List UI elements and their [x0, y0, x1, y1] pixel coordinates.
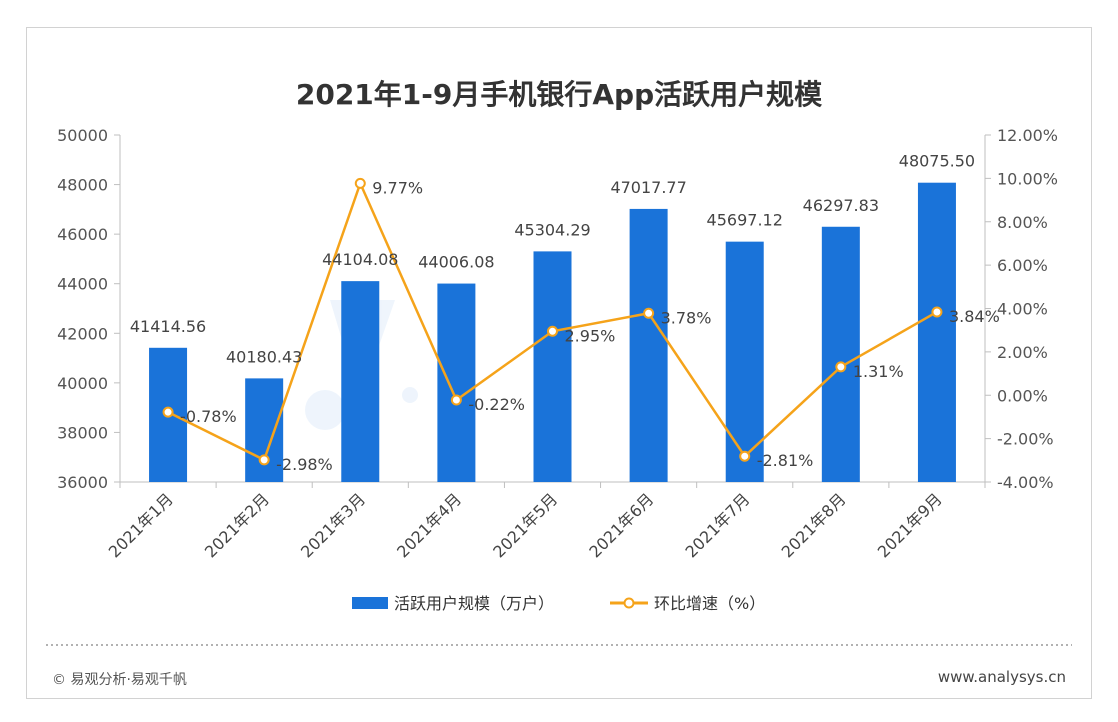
bar-value-label: 45304.29: [514, 220, 590, 239]
legend-bar-label: 活跃用户规模（万户）: [394, 594, 554, 613]
x-category-label: 2021年5月: [489, 489, 561, 561]
x-category-label: 2021年2月: [201, 489, 273, 561]
bar-value-label: 44104.08: [322, 250, 398, 269]
growth-point: [258, 454, 270, 466]
growth-point: [739, 450, 751, 462]
bar: [437, 283, 476, 482]
growth-line: [162, 177, 943, 466]
bar: [341, 281, 380, 482]
growth-value-label: -2.81%: [757, 451, 814, 470]
right-tick-label: 8.00%: [997, 213, 1048, 232]
x-category-label: 2021年8月: [778, 489, 850, 561]
bar-value-label: 40180.43: [226, 347, 302, 366]
right-tick-label: -2.00%: [997, 430, 1054, 449]
x-axis-labels: 2021年1月 2021年2月 2021年3月 2021年4月 2021年5月 2021年…: [105, 489, 946, 561]
x-category-label: 2021年1月: [105, 489, 177, 561]
growth-point: [643, 307, 655, 319]
bar: [533, 251, 572, 482]
left-tick-label: 40000: [57, 374, 108, 393]
left-tick-label: 42000: [57, 324, 108, 343]
growth-point: [354, 177, 366, 189]
chart-title: 2021年1-9月手机银行App活跃用户规模: [296, 78, 823, 111]
legend: 活跃用户规模（万户） 环比增速（%）: [352, 594, 765, 613]
right-tick-label: 6.00%: [997, 256, 1048, 275]
right-tick-label: 2.00%: [997, 343, 1048, 362]
right-tick-label: 0.00%: [997, 386, 1048, 405]
growth-value-label: 3.84%: [949, 307, 1000, 326]
bar-value-label: 44006.08: [418, 253, 494, 272]
bar-value-label: 45697.12: [707, 211, 783, 230]
growth-value-label: 2.95%: [565, 326, 616, 345]
growth-value-label: -2.98%: [276, 455, 333, 474]
bar: [917, 182, 956, 482]
bar: [629, 208, 668, 483]
left-tick-label: 50000: [57, 126, 108, 145]
x-category-label: 2021年3月: [297, 489, 369, 561]
x-category-label: 2021年7月: [681, 489, 753, 561]
right-tick-label: -4.00%: [997, 473, 1054, 492]
right-tick-label: 10.00%: [997, 169, 1058, 188]
left-tick-label: 36000: [57, 473, 108, 492]
left-tick-label: 48000: [57, 176, 108, 195]
growth-point: [931, 306, 943, 318]
legend-line-marker: [623, 597, 635, 609]
bar-value-label: 47017.77: [610, 178, 686, 197]
x-category-label: 2021年4月: [393, 489, 465, 561]
left-tick-label: 46000: [57, 225, 108, 244]
legend-bar-swatch: [352, 597, 388, 609]
growth-point: [162, 406, 174, 418]
right-tick-label: 4.00%: [997, 300, 1048, 319]
growth-value-label: 9.77%: [372, 178, 423, 197]
growth-point: [835, 361, 847, 373]
growth-value-label: 3.78%: [661, 308, 712, 327]
x-category-label: 2021年9月: [874, 489, 946, 561]
bar-value-label: 48075.50: [899, 152, 975, 171]
growth-value-label: 1.31%: [853, 362, 904, 381]
data-labels: 41414.56 40180.43 44104.08 44006.08 45304.29…: [130, 152, 1000, 474]
right-tick-label: 12.00%: [997, 126, 1058, 145]
bar: [821, 226, 860, 482]
left-tick-label: 44000: [57, 275, 108, 294]
footer-website: www.analysys.cn: [938, 668, 1066, 686]
growth-point: [450, 394, 462, 406]
bar-value-label: 41414.56: [130, 317, 206, 336]
bar-value-label: 46297.83: [803, 196, 879, 215]
legend-line-label: 环比增速（%）: [654, 594, 765, 613]
growth-value-label: -0.22%: [468, 395, 525, 414]
footer-source: © 易观分析·易观千帆: [52, 672, 187, 688]
growth-value-label: -0.78%: [180, 407, 237, 426]
growth-point: [547, 325, 558, 337]
x-category-label: 2021年6月: [585, 489, 657, 561]
left-tick-label: 38000: [57, 423, 108, 442]
bar: [725, 241, 764, 482]
